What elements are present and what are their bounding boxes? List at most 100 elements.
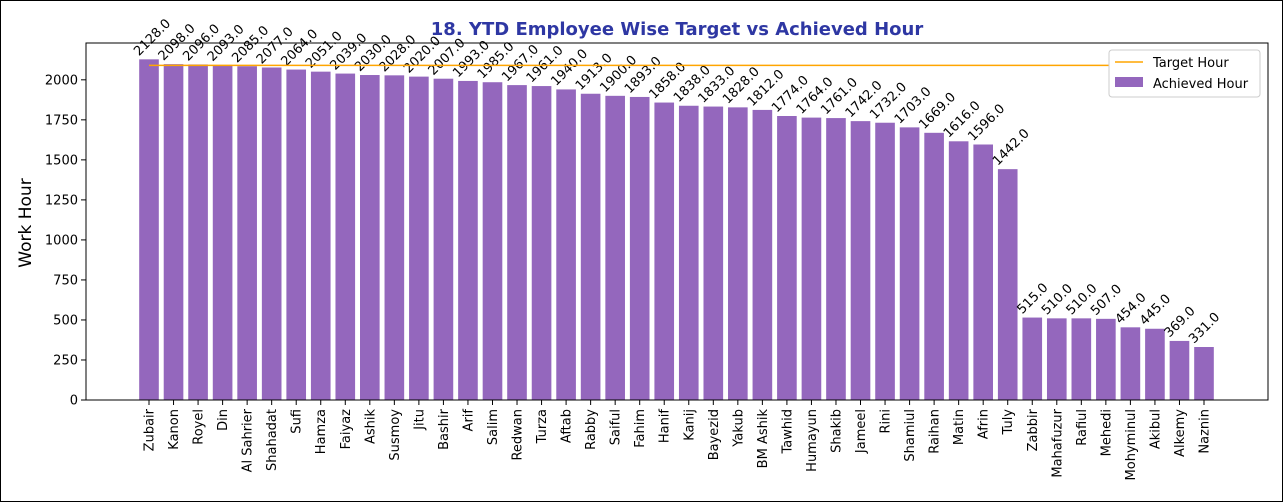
x-tick-label: Rini	[879, 409, 894, 434]
x-tick-label: Tuly	[1001, 409, 1016, 436]
bar	[310, 71, 331, 400]
x-tick-label: Al Sahrier	[241, 408, 256, 472]
bar	[605, 95, 625, 401]
bar	[1194, 347, 1214, 400]
bar	[777, 116, 797, 400]
x-tick-label: Mahafuzur	[1050, 408, 1065, 477]
bar	[335, 73, 356, 400]
plot-border	[85, 42, 1269, 401]
bar	[286, 69, 307, 400]
x-tick-label: Din	[216, 409, 231, 431]
x-tick-label: Turza	[535, 409, 550, 444]
x-tick-label: Tawhid	[780, 409, 795, 455]
x-tick-label: Alkemy	[1173, 409, 1188, 457]
x-tick-label: Shakib	[829, 409, 844, 453]
x-tick-label: Naznin	[1198, 409, 1213, 454]
y-axis-label: Work Hour	[16, 178, 36, 267]
bar	[433, 78, 454, 400]
x-tick-label: Susmoy	[388, 409, 403, 461]
x-tick-label: Saiful	[609, 409, 624, 445]
x-tick-label: Akibul	[1148, 409, 1163, 449]
x-tick-label: Royel	[192, 409, 207, 445]
bar	[1071, 318, 1092, 400]
x-tick-label: Bayezid	[707, 409, 722, 460]
y-tick-label: 0	[70, 394, 78, 409]
bar	[139, 59, 159, 400]
y-tick-label: 1250	[45, 193, 78, 208]
y-tick-label: 750	[53, 273, 78, 288]
y-tick-label: 500	[53, 313, 78, 328]
x-tick-label: Arif	[461, 409, 476, 432]
x-tick-label: BM Ashik	[756, 409, 771, 469]
x-tick-label: Yakub	[731, 409, 746, 448]
x-tick-label: Faiyaz	[339, 409, 354, 450]
bar	[826, 118, 846, 400]
bar	[678, 105, 699, 400]
legend-box	[1108, 49, 1261, 98]
x-tick-label: Bashir	[437, 408, 452, 450]
bar	[531, 86, 552, 401]
bar	[482, 82, 503, 400]
x-tick-label: Raihan	[928, 409, 943, 454]
x-tick-label: Redwan	[511, 409, 526, 461]
bar	[973, 144, 993, 400]
bar	[237, 66, 257, 400]
bar	[948, 141, 969, 400]
x-tick-label: Kanon	[167, 409, 182, 450]
plot-area: 0250500750100012501500175020002128.0Zuba…	[45, 16, 1223, 480]
x-tick-label: Zabbir	[1026, 408, 1041, 451]
x-tick-label: Shamiul	[903, 409, 918, 462]
x-tick-label: Hamza	[314, 409, 329, 454]
bar	[1145, 328, 1165, 400]
bar	[507, 85, 527, 401]
bar	[360, 75, 380, 400]
x-tick-label: Rabby	[584, 409, 599, 450]
y-tick-label: 2000	[45, 73, 78, 88]
bar	[1022, 317, 1043, 400]
bar	[728, 107, 748, 401]
y-tick-label: 1500	[45, 153, 78, 168]
x-tick-label: Humayun	[805, 409, 820, 472]
legend-achieved-swatch	[1115, 77, 1143, 87]
bar	[580, 93, 601, 401]
bar	[654, 102, 675, 401]
x-tick-label: Hanif	[658, 409, 673, 444]
bar	[163, 64, 184, 400]
x-tick-label: Zubair	[143, 408, 158, 451]
bar	[875, 122, 895, 400]
y-tick-label: 1000	[45, 233, 78, 248]
x-tick-label: Mohyminul	[1124, 409, 1139, 480]
bar	[899, 127, 920, 401]
bar	[850, 121, 871, 400]
x-tick-label: Afrin	[977, 409, 992, 439]
x-tick-label: Kanij	[682, 409, 697, 441]
bar	[629, 96, 650, 400]
legend-achieved-label: Achieved Hour	[1153, 77, 1249, 92]
x-tick-label: Jitu	[412, 409, 427, 431]
bar	[924, 132, 944, 401]
bar	[188, 64, 208, 400]
bar	[384, 75, 405, 400]
x-tick-label: Fahim	[633, 409, 648, 448]
bar	[1046, 318, 1067, 400]
bar	[1120, 327, 1141, 400]
bar	[703, 106, 724, 400]
x-tick-label: Mehedi	[1099, 409, 1114, 456]
x-tick-label: Jameel	[854, 409, 869, 454]
bar	[556, 89, 576, 400]
bar	[1169, 340, 1190, 400]
x-tick-label: Ashik	[363, 409, 378, 445]
bar	[458, 80, 478, 400]
x-tick-label: Sufi	[290, 409, 305, 434]
bar	[1096, 318, 1116, 400]
bar	[801, 117, 822, 400]
bar	[409, 76, 429, 400]
bar	[261, 67, 282, 401]
legend: Target Hour Achieved Hour	[1108, 49, 1261, 98]
x-tick-label: Aftab	[560, 409, 575, 443]
bar	[997, 169, 1018, 400]
bar	[212, 64, 233, 400]
x-tick-label: Salim	[486, 409, 501, 445]
x-tick-label: Shahadat	[265, 409, 280, 471]
